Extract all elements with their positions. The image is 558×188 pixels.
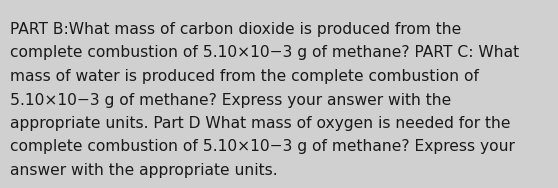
Text: PART B:What mass of carbon dioxide is produced from the: PART B:What mass of carbon dioxide is pr… <box>10 22 461 37</box>
Text: appropriate units. Part D What mass of oxygen is needed for the: appropriate units. Part D What mass of o… <box>10 116 511 131</box>
Text: 5.10×10−3 g of methane? Express your answer with the: 5.10×10−3 g of methane? Express your ans… <box>10 92 451 108</box>
Text: complete combustion of 5.10×10−3 g of methane? PART C: What: complete combustion of 5.10×10−3 g of me… <box>10 45 519 61</box>
Text: complete combustion of 5.10×10−3 g of methane? Express your: complete combustion of 5.10×10−3 g of me… <box>10 139 515 155</box>
Text: answer with the appropriate units.: answer with the appropriate units. <box>10 163 278 178</box>
Text: mass of water is produced from the complete combustion of: mass of water is produced from the compl… <box>10 69 479 84</box>
